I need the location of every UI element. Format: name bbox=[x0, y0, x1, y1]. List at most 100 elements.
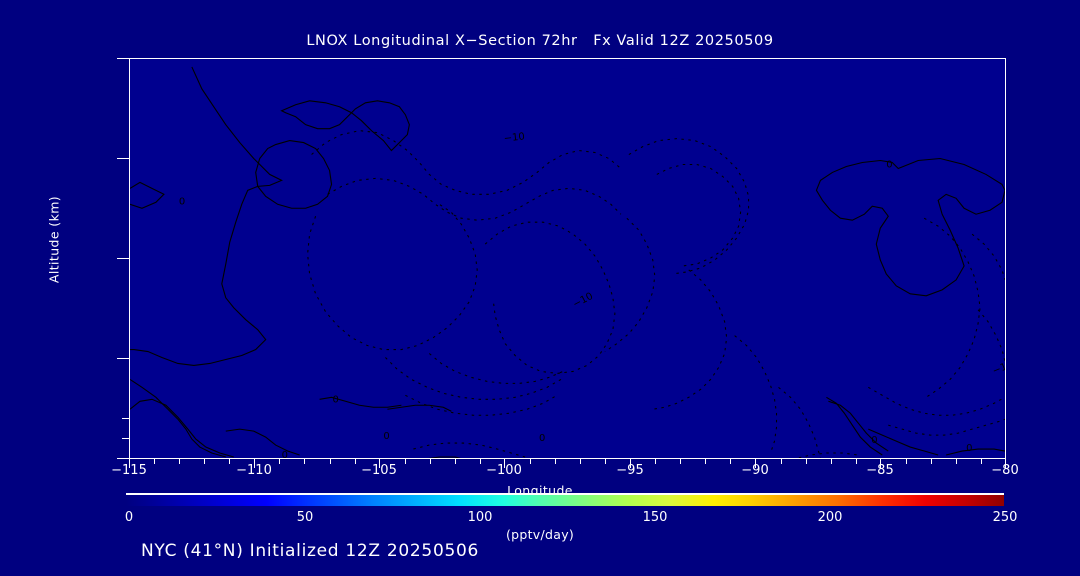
contour-solid bbox=[428, 456, 461, 458]
x-tick-minor bbox=[404, 459, 406, 464]
contour-dashed bbox=[307, 203, 478, 351]
contour-label: 0 bbox=[333, 394, 339, 405]
x-tick-minor bbox=[705, 459, 707, 464]
footer-caption: NYC (41°N) Initialized 12Z 20250506 bbox=[141, 541, 480, 561]
contour-label: −10 bbox=[503, 131, 525, 144]
contour-solid bbox=[868, 428, 939, 456]
contour-label: −10 bbox=[991, 359, 1005, 377]
contour-dashed bbox=[311, 130, 622, 195]
x-tick-minor bbox=[955, 459, 957, 464]
x-tick-mark bbox=[254, 459, 255, 468]
y-tick-mark bbox=[117, 158, 129, 159]
contour-dashed bbox=[868, 386, 1005, 416]
contour-dashed bbox=[652, 269, 728, 410]
contour-solid bbox=[130, 66, 283, 367]
contour-dashed bbox=[413, 442, 526, 458]
colorbar-units-label: (pptv/day) bbox=[505, 527, 575, 542]
contour-dashed bbox=[327, 177, 622, 221]
colorbar-tick-label: 150 bbox=[642, 510, 668, 525]
contour-dashed bbox=[888, 418, 1005, 436]
x-tick-minor bbox=[605, 459, 607, 464]
x-tick-minor bbox=[329, 459, 331, 464]
x-tick-minor bbox=[930, 459, 932, 464]
contour-solid bbox=[130, 181, 165, 209]
x-tick-minor bbox=[429, 459, 431, 464]
x-tick-minor bbox=[229, 459, 231, 464]
contour-solid bbox=[280, 100, 410, 152]
x-tick-mark bbox=[880, 459, 881, 468]
contour-group-solid bbox=[130, 66, 1005, 458]
x-tick-mark bbox=[755, 459, 756, 468]
colorbar bbox=[126, 493, 1004, 506]
contour-dashed bbox=[385, 357, 562, 400]
y-tick-mark bbox=[117, 458, 129, 459]
x-tick-label: −90 bbox=[741, 463, 769, 478]
colorbar-gradient bbox=[126, 493, 1004, 506]
contour-label: 0 bbox=[179, 196, 185, 207]
y-tick-minor bbox=[122, 418, 129, 419]
x-tick-minor bbox=[279, 459, 281, 464]
contour-label: 0 bbox=[871, 435, 877, 446]
contour-solid bbox=[319, 396, 402, 408]
x-tick-label: −115 bbox=[111, 463, 147, 478]
contour-label: 0 bbox=[539, 433, 545, 444]
contour-dashed bbox=[656, 163, 742, 267]
contour-dashed bbox=[923, 217, 981, 398]
x-tick-minor bbox=[479, 459, 481, 464]
x-tick-minor bbox=[354, 459, 356, 464]
contour-dashed bbox=[778, 386, 821, 458]
x-tick-mark bbox=[504, 459, 505, 468]
x-tick-minor bbox=[580, 459, 581, 464]
contour-dashed bbox=[628, 138, 750, 275]
contour-dashed bbox=[796, 452, 859, 458]
contour-dashed bbox=[484, 221, 616, 374]
x-tick-label: −110 bbox=[236, 463, 272, 478]
contour-overlay: −10 −10 −10 0 0 0 0 0 0 0 0 0 bbox=[130, 66, 1005, 458]
contour-dashed bbox=[428, 353, 564, 384]
colorbar-tick-label: 0 bbox=[124, 510, 134, 525]
colorbar-tick-label: 50 bbox=[296, 510, 314, 525]
x-tick-minor bbox=[529, 459, 531, 464]
x-tick-label: −80 bbox=[991, 463, 1019, 478]
x-tick-minor bbox=[304, 459, 306, 464]
contour-solid bbox=[387, 404, 452, 412]
x-tick-mark bbox=[129, 459, 130, 468]
colorbar-tick-label: 200 bbox=[817, 510, 843, 525]
contour-label-group: −10 −10 −10 0 0 0 0 0 0 0 0 0 bbox=[179, 131, 1005, 458]
contour-solid bbox=[828, 400, 889, 452]
y-tick-mark bbox=[117, 58, 129, 59]
contour-group-dashed bbox=[307, 130, 1005, 458]
x-tick-minor bbox=[780, 459, 782, 464]
x-tick-mark bbox=[1005, 459, 1006, 468]
colorbar-tick-label: 100 bbox=[467, 510, 493, 525]
x-tick-minor bbox=[454, 459, 456, 464]
contour-label: 0 bbox=[886, 159, 892, 170]
contour-dashed bbox=[734, 335, 778, 454]
y-tick-minor bbox=[122, 438, 129, 439]
x-tick-minor bbox=[855, 459, 857, 464]
y-tick-mark bbox=[117, 258, 129, 259]
contour-label: −10 bbox=[571, 291, 595, 311]
contour-solid bbox=[946, 448, 1005, 456]
colorbar-tick-label: 250 bbox=[992, 510, 1018, 525]
contour-solid bbox=[255, 140, 333, 209]
x-tick-mark bbox=[379, 459, 380, 468]
x-tick-minor bbox=[154, 459, 156, 464]
x-tick-minor bbox=[730, 459, 732, 464]
contour-label: 0 bbox=[966, 443, 972, 454]
x-tick-minor bbox=[830, 459, 832, 464]
colorbar-top-rule bbox=[126, 493, 1004, 495]
contour-solid bbox=[130, 378, 226, 458]
x-tick-minor bbox=[555, 459, 556, 464]
x-tick-minor bbox=[980, 459, 982, 464]
contour-solid bbox=[826, 396, 883, 456]
y-axis-label: Altitude (km) bbox=[46, 195, 62, 284]
contour-dashed bbox=[971, 233, 1005, 281]
contour-solid bbox=[130, 398, 234, 458]
x-tick-label: −100 bbox=[486, 463, 522, 478]
contour-solid-right bbox=[815, 157, 1005, 297]
x-tick-label: −95 bbox=[616, 463, 644, 478]
x-tick-minor bbox=[680, 459, 682, 464]
x-tick-minor bbox=[179, 459, 181, 464]
